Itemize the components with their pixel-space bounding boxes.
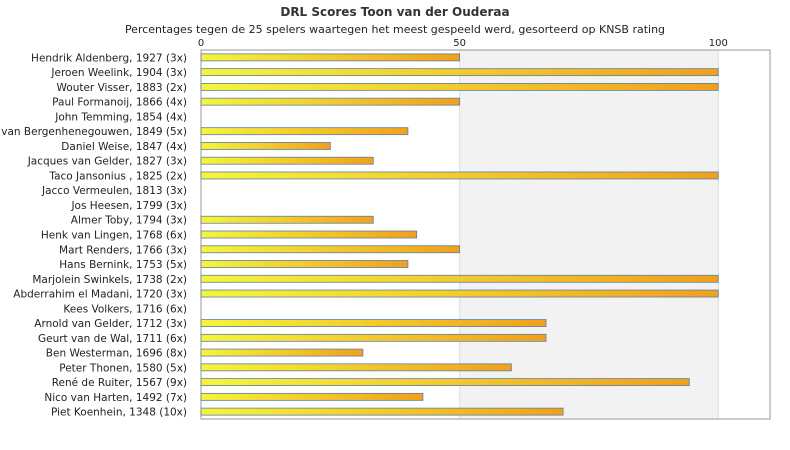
bar: [200, 142, 331, 150]
category-label: Ben Westerman, 1696 (8x): [46, 348, 187, 360]
bar: [200, 274, 719, 283]
category-label: Abderrahim el Madani, 1720 (3x): [13, 289, 187, 301]
category-label: Henk van Lingen, 1768 (6x): [41, 230, 187, 242]
category-label: Almer Toby, 1794 (3x): [71, 215, 187, 227]
category-label: René de Ruiter, 1567 (9x): [52, 377, 187, 389]
category-label: Daniel Weise, 1847 (4x): [61, 141, 187, 153]
category-label: Hans Bernink, 1753 (5x): [59, 259, 187, 271]
x-tick-label: 0: [198, 38, 204, 49]
bar: [200, 171, 719, 180]
bar: [200, 363, 512, 372]
category-label: Hendrik Aldenberg, 1927 (3x): [31, 52, 187, 64]
bar: [200, 289, 719, 298]
bar: [200, 127, 409, 136]
category-label: Mart Renders, 1766 (3x): [59, 244, 187, 256]
bar: [200, 68, 719, 77]
category-label: Jeroen Weelink, 1904 (3x): [50, 67, 187, 79]
category-label: Taco Jansonius , 1825 (2x): [48, 170, 187, 182]
category-label: Marjolein Swinkels, 1738 (2x): [32, 274, 187, 286]
x-tick-label: 50: [453, 38, 466, 49]
bar: [200, 378, 690, 387]
category-label: Geurt van de Wal, 1711 (6x): [38, 333, 187, 345]
category-label: Piet Koenhein, 1348 (10x): [51, 407, 187, 419]
category-label: Nico van Harten, 1492 (7x): [44, 392, 187, 404]
bar: [200, 333, 547, 342]
bar: [200, 83, 719, 91]
bar: [200, 348, 364, 357]
bar: [200, 392, 424, 401]
bars: [200, 53, 719, 416]
category-label: Jacques van Gelder, 1827 (3x): [27, 156, 187, 168]
bar: [200, 53, 461, 62]
category-label: Peter Thonen, 1580 (5x): [59, 362, 187, 374]
chart-subtitle: Percentages tegen de 25 spelers waartege…: [125, 23, 665, 36]
bar: [200, 97, 461, 106]
category-label: Wouter Visser, 1883 (2x): [57, 82, 188, 94]
bar: [200, 407, 564, 416]
bar: [200, 156, 374, 165]
bar: [200, 245, 461, 254]
category-labels: Hendrik Aldenberg, 1927 (3x) Jeroen Weeli…: [0, 52, 187, 418]
category-label: Kees Volkers, 1716 (6x): [63, 303, 187, 315]
x-tick-label: 100: [709, 38, 728, 49]
bar: [200, 215, 374, 224]
chart-title: DRL Scores Toon van der Ouderaa: [280, 5, 509, 19]
bar: [200, 260, 409, 268]
category-label: Jos Heesen, 1799 (3x): [70, 200, 187, 212]
plot-background: [200, 49, 771, 420]
grid-band: [459, 50, 719, 419]
x-axis-ticks: 0 50 100: [198, 38, 728, 49]
category-label: John Temming, 1854 (4x): [54, 111, 187, 123]
category-label: Ko van Bergenhenegouwen, 1849 (5x): [0, 126, 187, 138]
bar: [200, 319, 547, 327]
category-label: Jacco Vermeulen, 1813 (3x): [41, 185, 187, 197]
category-label: Paul Formanoij, 1866 (4x): [52, 97, 187, 109]
category-label: Arnold van Gelder, 1712 (3x): [34, 318, 187, 330]
bar: [200, 230, 418, 239]
